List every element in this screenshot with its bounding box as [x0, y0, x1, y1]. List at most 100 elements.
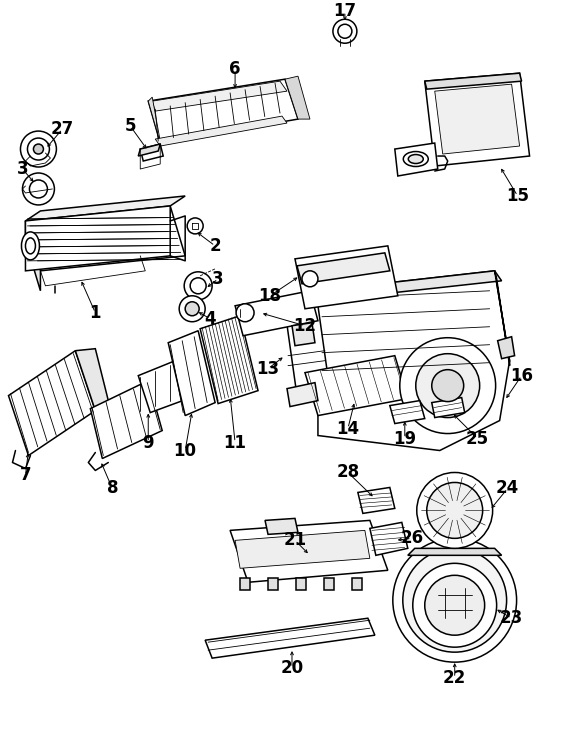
Circle shape	[22, 173, 54, 205]
Circle shape	[425, 575, 484, 635]
Polygon shape	[432, 398, 464, 417]
Polygon shape	[318, 271, 502, 301]
Ellipse shape	[26, 238, 35, 254]
Polygon shape	[138, 144, 160, 156]
Text: 11: 11	[224, 434, 247, 451]
Text: 8: 8	[106, 480, 118, 498]
Polygon shape	[148, 79, 298, 143]
Polygon shape	[168, 331, 215, 416]
Circle shape	[190, 278, 206, 294]
Text: 9: 9	[142, 434, 154, 451]
Polygon shape	[285, 305, 330, 396]
Polygon shape	[285, 76, 310, 119]
Polygon shape	[495, 271, 510, 366]
Circle shape	[179, 296, 205, 322]
Circle shape	[27, 138, 49, 160]
Text: 3: 3	[17, 160, 28, 178]
Polygon shape	[295, 246, 398, 308]
Text: 2: 2	[209, 237, 221, 255]
Text: 1: 1	[90, 304, 101, 322]
Polygon shape	[235, 291, 318, 336]
Text: 14: 14	[336, 419, 359, 437]
Polygon shape	[26, 206, 170, 271]
Circle shape	[413, 563, 496, 647]
Polygon shape	[26, 196, 185, 221]
Circle shape	[187, 218, 203, 234]
Text: 22: 22	[443, 669, 466, 687]
Text: 25: 25	[466, 430, 489, 448]
Text: 6: 6	[229, 60, 241, 78]
Circle shape	[432, 370, 464, 402]
Ellipse shape	[403, 151, 428, 167]
Polygon shape	[138, 361, 188, 413]
Circle shape	[302, 271, 318, 287]
Polygon shape	[425, 73, 522, 89]
Polygon shape	[287, 383, 318, 407]
Text: 18: 18	[259, 287, 281, 305]
Polygon shape	[305, 355, 408, 416]
Polygon shape	[148, 97, 160, 143]
Circle shape	[417, 472, 492, 548]
Polygon shape	[265, 519, 298, 534]
Polygon shape	[296, 578, 306, 590]
Polygon shape	[90, 381, 162, 458]
Polygon shape	[292, 323, 315, 346]
Polygon shape	[230, 521, 388, 583]
Text: 7: 7	[19, 466, 31, 484]
Polygon shape	[140, 144, 163, 161]
Text: 24: 24	[496, 480, 519, 498]
Text: 28: 28	[336, 463, 359, 481]
Polygon shape	[498, 337, 515, 358]
Polygon shape	[324, 578, 334, 590]
Polygon shape	[425, 73, 530, 166]
Polygon shape	[76, 349, 110, 410]
Text: 19: 19	[393, 430, 416, 448]
Circle shape	[184, 272, 212, 299]
Ellipse shape	[408, 154, 423, 163]
Polygon shape	[26, 206, 185, 271]
Circle shape	[29, 180, 47, 198]
Polygon shape	[9, 351, 96, 455]
Circle shape	[21, 131, 57, 167]
Text: 5: 5	[125, 117, 136, 135]
Polygon shape	[235, 530, 370, 568]
Circle shape	[403, 548, 507, 652]
Text: 13: 13	[256, 360, 280, 378]
Text: 16: 16	[510, 367, 533, 384]
Text: 15: 15	[506, 187, 529, 205]
Polygon shape	[200, 316, 258, 404]
Circle shape	[33, 144, 43, 154]
Circle shape	[236, 304, 254, 322]
Text: 4: 4	[204, 310, 216, 328]
Polygon shape	[205, 618, 375, 658]
Text: 12: 12	[293, 317, 316, 335]
Circle shape	[333, 19, 357, 43]
Text: 3: 3	[212, 270, 224, 288]
Text: 20: 20	[280, 659, 304, 677]
Polygon shape	[240, 578, 250, 590]
Polygon shape	[408, 548, 502, 555]
Text: 23: 23	[500, 609, 523, 627]
Polygon shape	[352, 578, 362, 590]
Text: 21: 21	[283, 531, 307, 549]
Circle shape	[427, 483, 483, 539]
Polygon shape	[152, 81, 287, 111]
Circle shape	[393, 539, 517, 662]
Circle shape	[416, 354, 480, 417]
Text: 17: 17	[333, 2, 356, 20]
Polygon shape	[370, 522, 408, 555]
Polygon shape	[268, 578, 278, 590]
Text: 10: 10	[174, 442, 197, 460]
Circle shape	[400, 337, 495, 434]
Text: 26: 26	[400, 530, 423, 548]
Polygon shape	[26, 221, 41, 291]
Polygon shape	[390, 401, 425, 424]
Polygon shape	[435, 84, 519, 154]
Circle shape	[185, 302, 199, 316]
Polygon shape	[297, 253, 390, 284]
Polygon shape	[318, 271, 510, 451]
Ellipse shape	[22, 232, 39, 260]
Text: 27: 27	[51, 120, 74, 138]
Polygon shape	[395, 143, 438, 176]
Polygon shape	[358, 487, 395, 513]
